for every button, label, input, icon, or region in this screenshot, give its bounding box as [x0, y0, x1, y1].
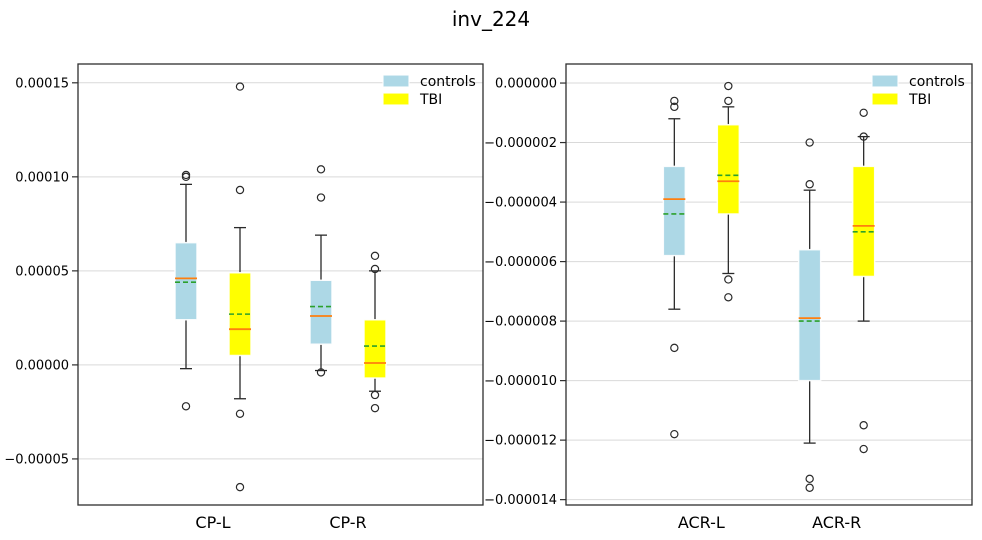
outlier-point — [370, 251, 380, 261]
outlier-point — [724, 275, 733, 284]
y-tick-label: −0.000002 — [484, 136, 557, 151]
axes-spine — [77, 63, 484, 506]
outlier-point — [859, 444, 868, 454]
category-label: CP-L — [195, 513, 230, 532]
outlier-point — [670, 96, 679, 106]
legend-label: controls — [909, 74, 965, 90]
outlier-point — [235, 409, 245, 418]
box-rect — [851, 165, 876, 278]
legend-item-controls: controls — [871, 74, 965, 90]
outlier-point — [370, 390, 380, 400]
legend-item-tbi: TBI — [871, 92, 931, 108]
axes-spine — [565, 63, 973, 506]
y-axis: 0.00015 0.00010 0.00005 0.00000 −0.00005 — [4, 76, 78, 467]
y-tick-label: −0.000008 — [484, 315, 557, 330]
outlier-point — [316, 165, 326, 174]
box-rect — [797, 248, 822, 382]
chart-title: inv_224 — [451, 7, 531, 31]
box-cp-r-controls — [309, 165, 333, 377]
legend-swatch — [871, 74, 899, 88]
category-label: ACR-R — [812, 513, 861, 532]
y-tick-label: 0.00015 — [15, 76, 69, 91]
outlier-point — [670, 102, 679, 112]
y-tick-label: −0.000006 — [484, 255, 557, 270]
y-tick-label: 0.000000 — [495, 77, 557, 92]
outlier-point — [370, 264, 380, 274]
box-rect — [174, 241, 198, 321]
outlier-point — [859, 421, 868, 430]
y-tick-label: −0.000014 — [484, 493, 557, 508]
category-label: CP-R — [329, 513, 366, 532]
outlier-point — [670, 429, 679, 439]
outlier-point — [235, 482, 245, 492]
outlier-point — [805, 180, 814, 189]
subplot-cp: 0.00015 0.00010 0.00005 0.00000 −0.00005 CP-L… — [4, 63, 484, 532]
outlier-point — [724, 96, 733, 106]
legend-label: controls — [420, 74, 476, 90]
outlier-point — [235, 82, 245, 91]
legend-item-controls: controls — [382, 74, 476, 90]
box-rect — [309, 279, 333, 345]
outlier-point — [181, 172, 191, 182]
outlier-point — [724, 81, 733, 91]
outlier-point — [316, 193, 326, 202]
subplot-acr: 0.000000 −0.000002 −0.000004 −0.000006 −0.00… — [484, 63, 973, 532]
box-rect — [363, 319, 387, 379]
outlier-point — [805, 483, 814, 492]
outlier-point — [316, 368, 326, 377]
box-cp-r-tbi — [363, 251, 387, 413]
gridlines — [566, 82, 972, 501]
outlier-point — [181, 402, 191, 411]
legend-swatch — [382, 92, 410, 106]
y-axis: 0.000000 −0.000002 −0.000004 −0.000006 −0.00… — [484, 77, 566, 508]
legend: controls TBI — [871, 74, 965, 108]
y-tick-label: −0.000004 — [484, 196, 557, 211]
x-axis: CP-L CP-R — [195, 513, 366, 532]
outlier-point — [724, 293, 733, 302]
outlier-point — [859, 108, 868, 118]
legend-swatch — [382, 74, 410, 88]
legend-item-tbi: TBI — [382, 92, 442, 108]
y-tick-label: 0.00010 — [15, 170, 69, 185]
box-acr-l-tbi — [716, 81, 741, 302]
legend-label: TBI — [908, 92, 931, 108]
y-tick-label: 0.00000 — [15, 358, 69, 373]
y-tick-label: −0.000012 — [484, 434, 557, 449]
outlier-point — [670, 343, 679, 353]
outlier-point — [235, 185, 245, 195]
category-label: ACR-L — [678, 513, 725, 532]
outlier-point — [859, 132, 868, 141]
y-tick-label: −0.000010 — [484, 374, 557, 389]
box-acr-r-tbi — [851, 108, 876, 454]
box-rect — [662, 165, 687, 257]
legend-swatch — [871, 92, 899, 106]
box-cp-l-controls — [174, 170, 198, 411]
outlier-point — [805, 474, 814, 484]
y-tick-label: −0.00005 — [4, 452, 69, 467]
y-tick-label: 0.00005 — [15, 264, 69, 279]
x-axis: ACR-L ACR-R — [678, 513, 861, 532]
outlier-point — [370, 403, 380, 413]
legend-label: TBI — [419, 92, 442, 108]
legend: controls TBI — [382, 74, 476, 108]
outlier-point — [805, 138, 814, 147]
box-acr-l-controls — [662, 96, 687, 439]
gridlines — [78, 82, 483, 460]
box-cp-l-tbi — [228, 82, 252, 492]
box-rect — [716, 123, 741, 215]
box-acr-r-controls — [797, 138, 822, 492]
